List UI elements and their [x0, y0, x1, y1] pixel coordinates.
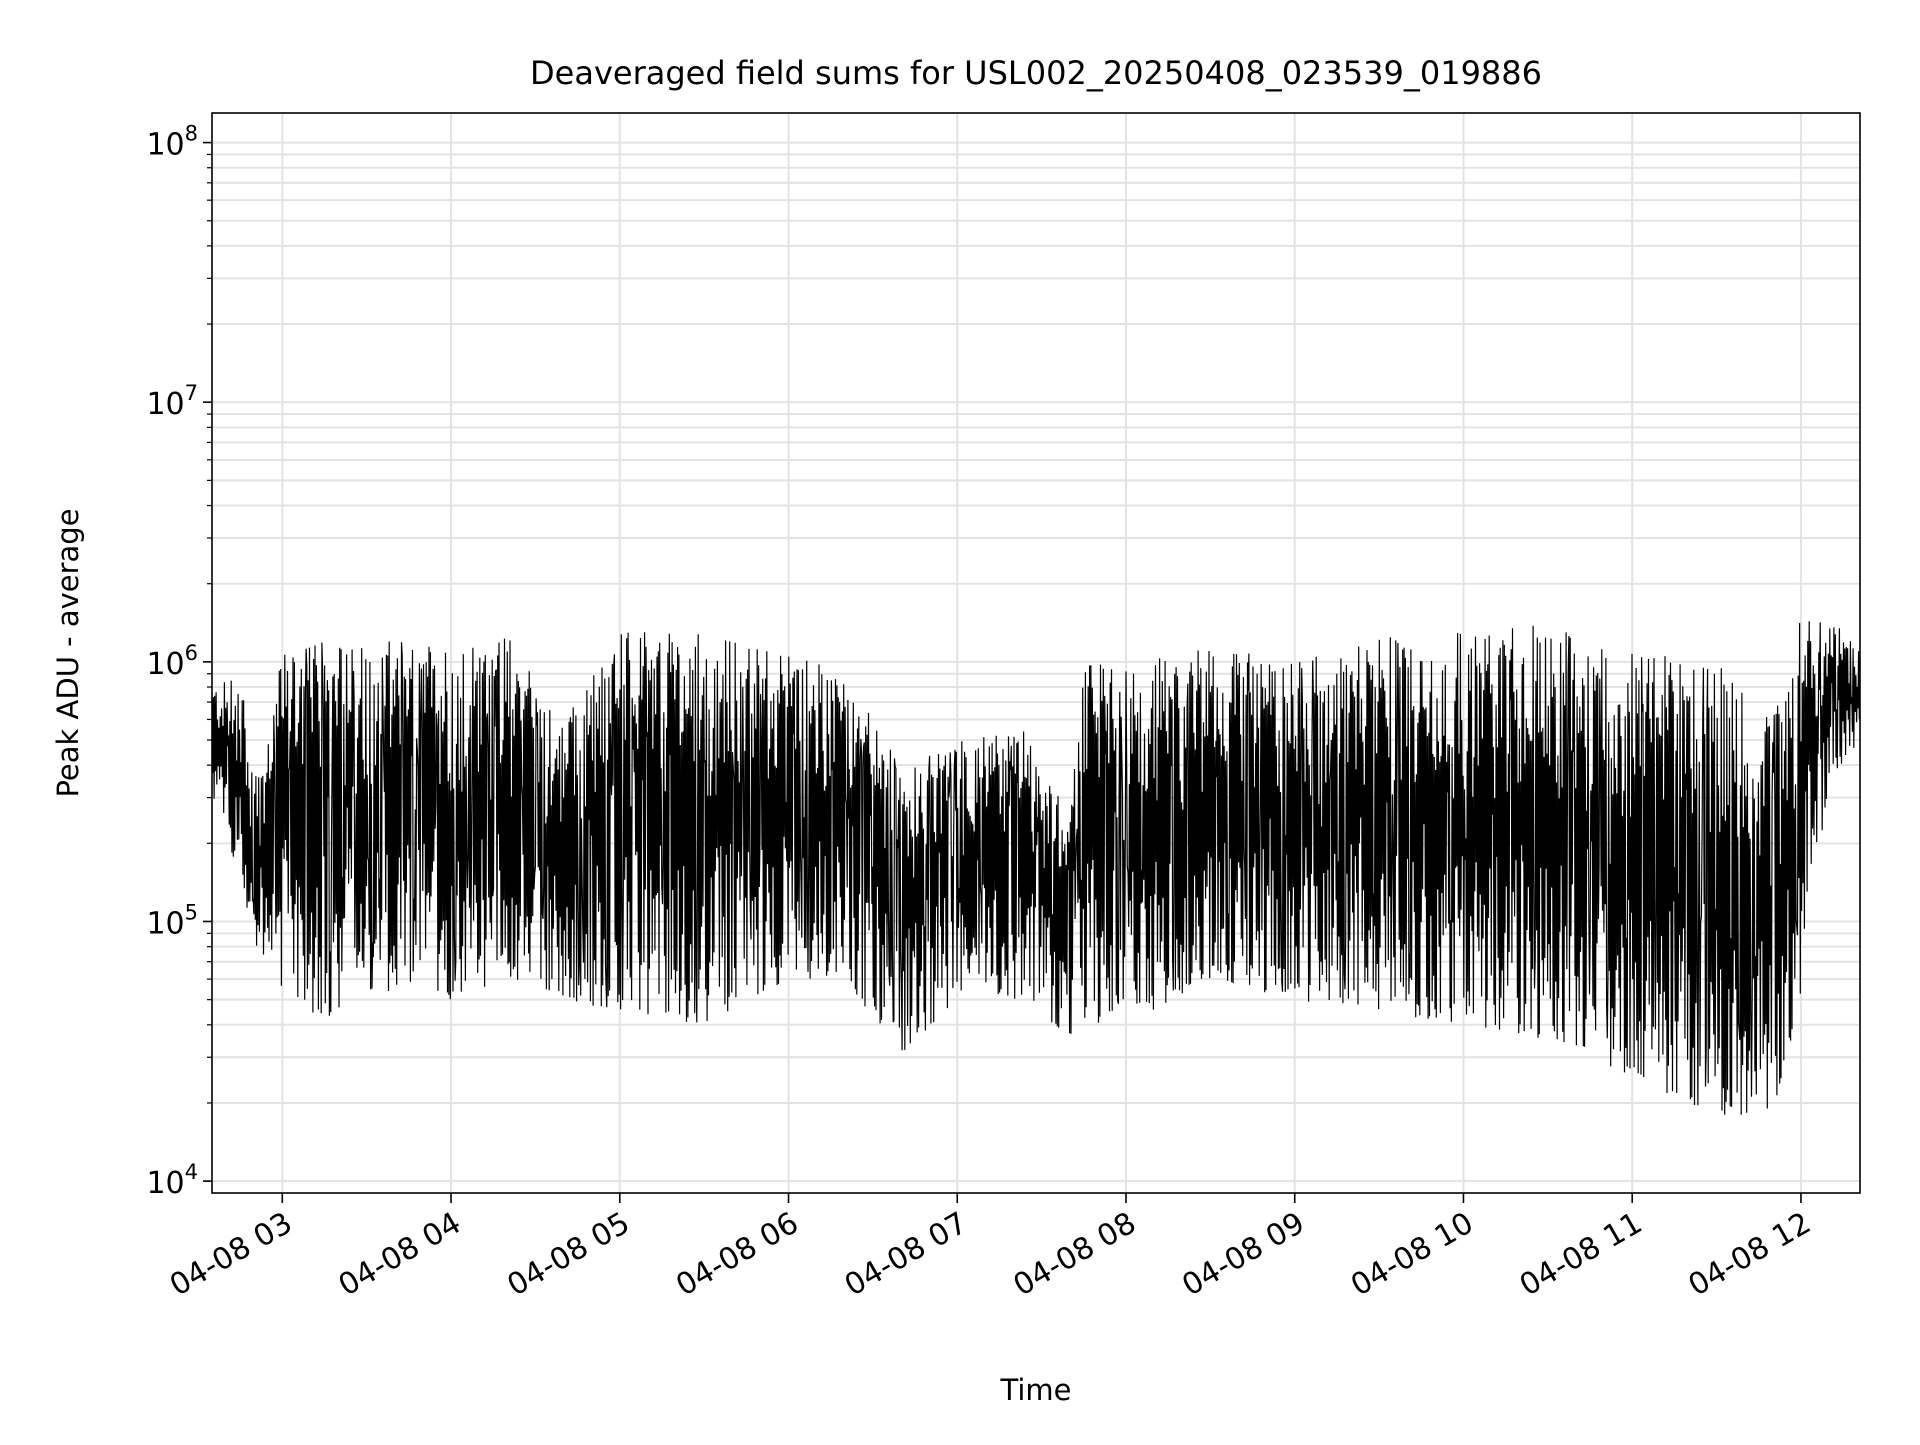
y-tick-label-base: 10: [146, 647, 184, 682]
y-tick-label-exponent: 4: [185, 1160, 198, 1184]
y-tick-label-base: 10: [146, 906, 184, 941]
y-tick-label: 108: [146, 122, 198, 163]
y-axis-label: Peak ADU - average: [51, 508, 85, 797]
y-tick-label-exponent: 7: [185, 381, 198, 405]
y-tick-label-exponent: 5: [185, 900, 198, 924]
plot-area: [211, 621, 1861, 1115]
y-tick-label-base: 10: [146, 387, 184, 422]
y-tick-label: 106: [146, 641, 198, 682]
chart-title: Deaveraged field sums for USL002_2025040…: [530, 54, 1542, 92]
x-axis-label: Time: [1000, 1373, 1072, 1407]
y-tick-label-exponent: 8: [185, 122, 198, 146]
y-tick-label-exponent: 6: [185, 641, 198, 665]
y-tick-label-base: 10: [146, 128, 184, 163]
y-tick-label-base: 10: [146, 1166, 184, 1201]
y-tick-label: 105: [146, 900, 198, 941]
axes-frame: [211, 112, 1861, 1194]
y-tick-label: 107: [146, 381, 198, 422]
y-tick-label: 104: [146, 1160, 198, 1201]
series-line: [211, 621, 1861, 1115]
